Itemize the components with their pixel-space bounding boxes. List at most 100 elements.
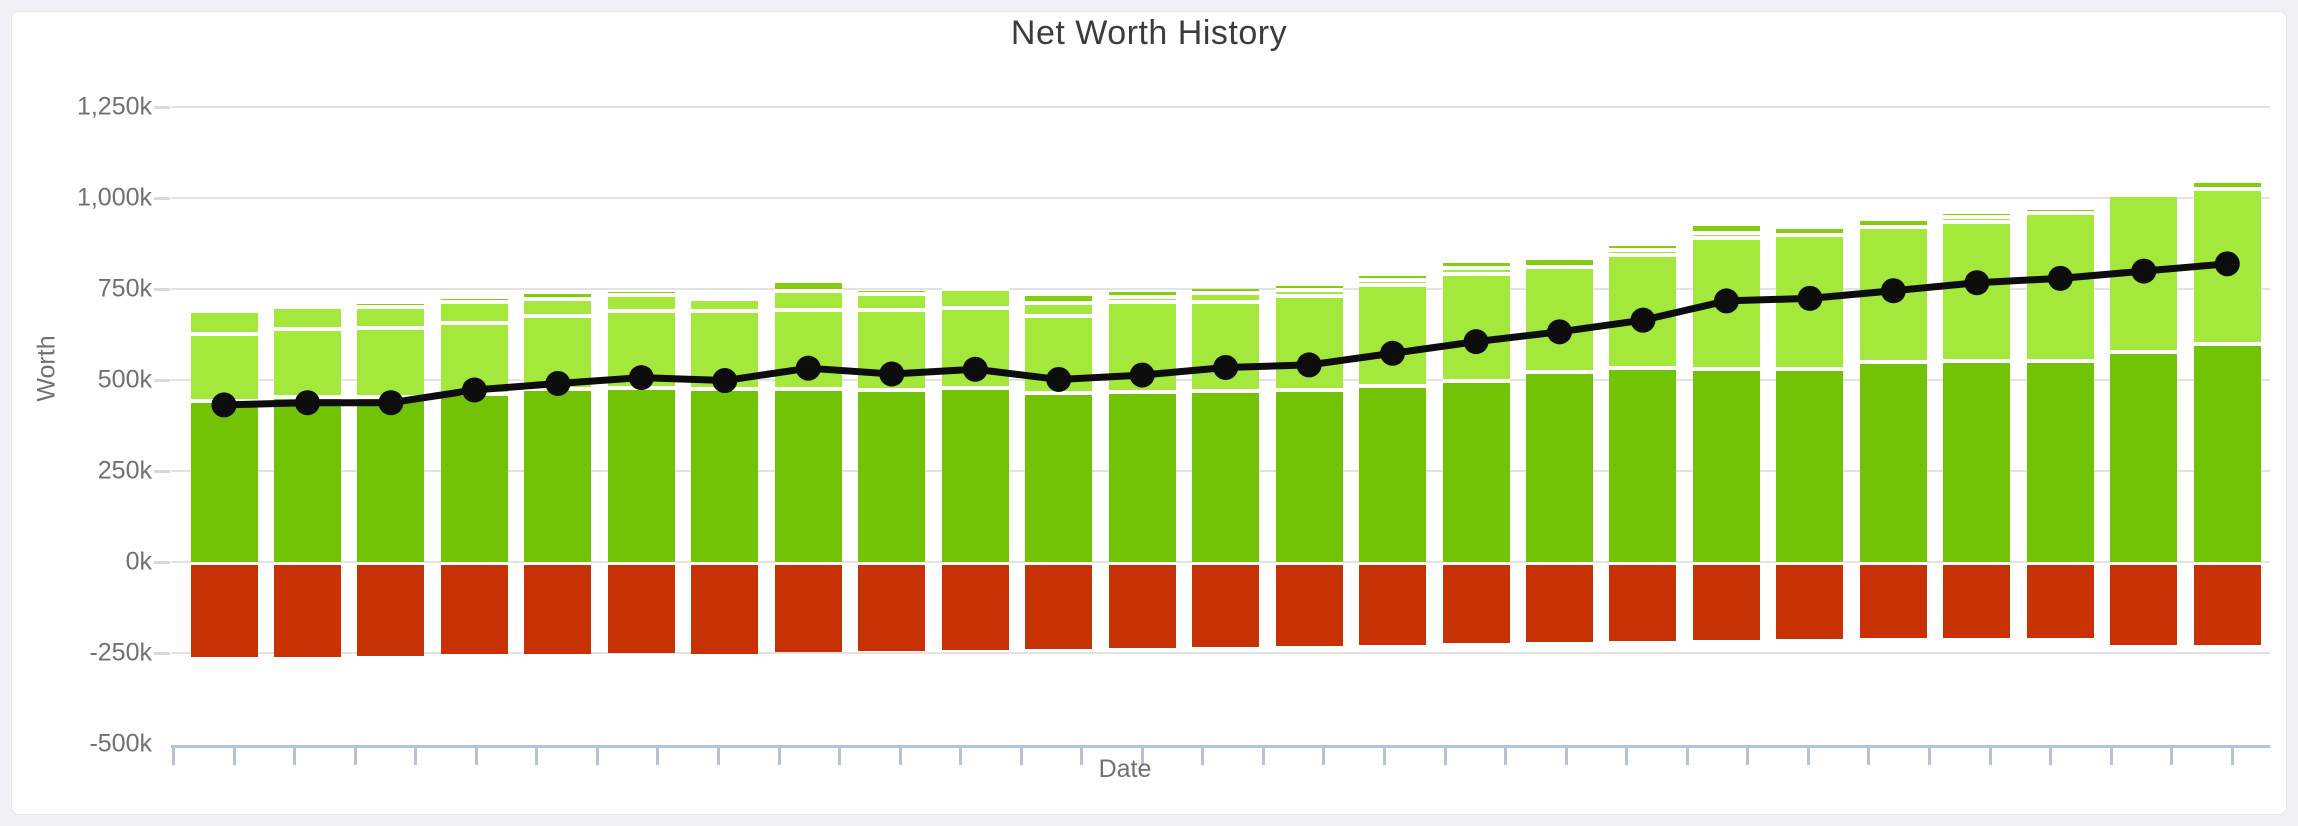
bar-segment-assets-base[interactable] xyxy=(1692,370,1760,562)
bar-segment-debts[interactable] xyxy=(1526,562,1594,642)
bar-segment-debts[interactable] xyxy=(1943,562,2011,638)
net-worth-point[interactable] xyxy=(962,356,988,382)
bar-segment-assets-mid[interactable] xyxy=(190,335,258,404)
net-worth-point[interactable] xyxy=(294,390,320,416)
net-worth-point[interactable] xyxy=(1964,270,1990,296)
bar-segment-assets-base[interactable] xyxy=(607,389,675,562)
bar-segment-assets-cap[interactable] xyxy=(1526,259,1594,270)
net-worth-point[interactable] xyxy=(2047,265,2073,291)
bar-segment-assets-base[interactable] xyxy=(1025,395,1093,562)
bar-segment-debts[interactable] xyxy=(1192,562,1260,647)
bar-segment-debts[interactable] xyxy=(941,562,1009,650)
bar-segment-assets-upper[interactable] xyxy=(190,313,258,336)
bar-segment-debts[interactable] xyxy=(1359,562,1427,645)
bar-segment-assets-upper[interactable] xyxy=(357,308,425,330)
segment-separator xyxy=(1275,288,1343,293)
bar-segment-assets-base[interactable] xyxy=(1108,393,1176,562)
net-worth-point[interactable] xyxy=(545,370,571,396)
bar-segment-debts[interactable] xyxy=(2193,562,2261,645)
net-worth-point[interactable] xyxy=(461,377,487,403)
bar-segment-assets-base[interactable] xyxy=(1859,364,1927,562)
bar-segment-debts[interactable] xyxy=(524,562,592,654)
segment-separator xyxy=(2193,187,2261,192)
segment-separator xyxy=(1943,358,2011,363)
bar-segment-assets-base[interactable] xyxy=(357,399,425,562)
bar-segment-debts[interactable] xyxy=(1442,562,1510,644)
net-worth-point[interactable] xyxy=(879,361,905,387)
bar-segment-assets-base[interactable] xyxy=(1526,374,1594,562)
bar-segment-debts[interactable] xyxy=(607,562,675,653)
net-worth-point[interactable] xyxy=(1797,285,1823,311)
net-worth-point[interactable] xyxy=(628,365,654,391)
bar-segment-assets-upper[interactable] xyxy=(273,309,341,331)
bar-segment-debts[interactable] xyxy=(357,562,425,656)
net-worth-point[interactable] xyxy=(1630,307,1656,333)
bar-segment-assets-cap[interactable] xyxy=(1025,296,1093,305)
net-worth-point[interactable] xyxy=(1380,340,1406,366)
bar-segment-assets-base[interactable] xyxy=(2110,354,2178,562)
net-worth-point[interactable] xyxy=(1129,362,1155,388)
segment-separator xyxy=(273,305,341,310)
bar-segment-debts[interactable] xyxy=(1275,562,1343,646)
bar-segment-debts[interactable] xyxy=(1692,562,1760,640)
bar-segment-assets-base[interactable] xyxy=(1609,369,1677,562)
x-axis-tick xyxy=(1746,748,1750,765)
net-worth-point[interactable] xyxy=(712,368,738,394)
x-axis-tick xyxy=(1322,748,1326,765)
bar-segment-assets-base[interactable] xyxy=(691,390,759,562)
bar-segment-assets-base[interactable] xyxy=(774,391,842,562)
bar-segment-debts[interactable] xyxy=(2110,562,2178,646)
bar-segment-debts[interactable] xyxy=(858,562,926,652)
bar-segment-debts[interactable] xyxy=(440,562,508,654)
bar-segment-assets-base[interactable] xyxy=(1776,370,1844,562)
bar-segment-assets-upper[interactable] xyxy=(1192,295,1260,305)
bar-segment-debts[interactable] xyxy=(1108,562,1176,649)
bar-segment-assets-upper[interactable] xyxy=(440,303,508,325)
bar-segment-assets-base[interactable] xyxy=(190,403,258,562)
bar-segment-assets-base[interactable] xyxy=(1359,388,1427,562)
bar-segment-assets-upper[interactable] xyxy=(941,290,1009,310)
bar-segment-assets-cap[interactable] xyxy=(1692,225,1760,236)
bar-segment-assets-base[interactable] xyxy=(1275,391,1343,562)
bar-segment-assets-base[interactable] xyxy=(858,391,926,562)
net-worth-point[interactable] xyxy=(1547,319,1573,345)
bar-segment-assets-base[interactable] xyxy=(1943,362,2011,562)
bar-segment-assets-base[interactable] xyxy=(2193,345,2261,562)
bar-segment-assets-base[interactable] xyxy=(2026,362,2094,562)
net-worth-point[interactable] xyxy=(795,355,821,381)
bar-segment-assets-mid[interactable] xyxy=(1359,286,1427,389)
bar-segment-debts[interactable] xyxy=(691,562,759,654)
bar-segment-assets-base[interactable] xyxy=(1192,392,1260,562)
net-worth-point[interactable] xyxy=(211,392,237,418)
bar-segment-debts[interactable] xyxy=(1859,562,1927,638)
net-worth-point[interactable] xyxy=(1463,329,1489,355)
bar-segment-assets-mid[interactable] xyxy=(357,329,425,400)
bar-segment-assets-cap[interactable] xyxy=(774,282,842,293)
bar-segment-assets-base[interactable] xyxy=(1442,383,1510,562)
bar-segment-debts[interactable] xyxy=(1025,562,1093,649)
bar-segment-assets-base[interactable] xyxy=(941,389,1009,562)
bar-segment-debts[interactable] xyxy=(1609,562,1677,641)
net-worth-point[interactable] xyxy=(1046,366,1072,392)
bar-segment-debts[interactable] xyxy=(774,562,842,653)
bar-segment-assets-upper[interactable] xyxy=(524,300,592,318)
bar-segment-debts[interactable] xyxy=(1776,562,1844,639)
bar-segment-assets-upper[interactable] xyxy=(774,292,842,312)
bar-segment-debts[interactable] xyxy=(190,562,258,658)
segment-separator xyxy=(1859,224,1927,229)
net-worth-point[interactable] xyxy=(378,390,404,416)
bar-segment-debts[interactable] xyxy=(273,562,341,658)
bar-segment-assets-mid[interactable] xyxy=(273,330,341,400)
net-worth-point[interactable] xyxy=(1296,352,1322,378)
x-axis-tick xyxy=(959,748,963,765)
net-worth-point[interactable] xyxy=(2214,251,2240,277)
bar-segment-debts[interactable] xyxy=(2026,562,2094,638)
zero-separator xyxy=(2026,562,2094,565)
bar-segment-assets-base[interactable] xyxy=(524,390,592,562)
bar-segment-assets-base[interactable] xyxy=(273,399,341,562)
net-worth-point[interactable] xyxy=(1213,354,1239,380)
net-worth-point[interactable] xyxy=(1713,288,1739,314)
net-worth-point[interactable] xyxy=(2131,258,2157,284)
net-worth-point[interactable] xyxy=(1880,278,1906,304)
bar-segment-assets-base[interactable] xyxy=(440,395,508,562)
